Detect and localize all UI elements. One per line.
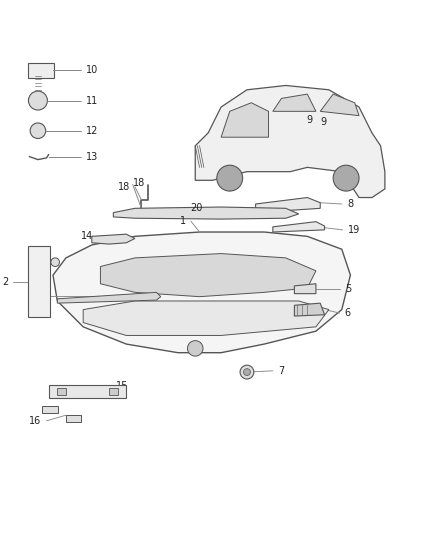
Circle shape bbox=[28, 91, 47, 110]
Circle shape bbox=[333, 165, 359, 191]
Text: 7: 7 bbox=[278, 366, 284, 376]
Polygon shape bbox=[195, 85, 385, 198]
Circle shape bbox=[51, 258, 60, 266]
Text: 18: 18 bbox=[117, 182, 130, 192]
Text: 1: 1 bbox=[180, 216, 186, 226]
Text: 2: 2 bbox=[2, 277, 8, 287]
Polygon shape bbox=[320, 94, 359, 116]
Circle shape bbox=[30, 123, 46, 139]
Polygon shape bbox=[92, 234, 135, 244]
Polygon shape bbox=[273, 222, 325, 232]
FancyBboxPatch shape bbox=[28, 63, 54, 78]
Text: 8: 8 bbox=[347, 199, 353, 209]
Circle shape bbox=[244, 369, 251, 376]
Polygon shape bbox=[53, 232, 350, 353]
FancyBboxPatch shape bbox=[42, 406, 58, 414]
Polygon shape bbox=[113, 207, 299, 219]
Text: 10: 10 bbox=[86, 66, 99, 75]
Text: 13: 13 bbox=[86, 151, 99, 161]
Polygon shape bbox=[294, 303, 325, 316]
Circle shape bbox=[240, 365, 254, 379]
Text: 4: 4 bbox=[35, 291, 41, 301]
FancyBboxPatch shape bbox=[57, 387, 67, 394]
Polygon shape bbox=[57, 293, 161, 303]
Polygon shape bbox=[49, 385, 126, 398]
Text: 11: 11 bbox=[86, 95, 99, 106]
Polygon shape bbox=[100, 254, 316, 297]
Text: 9: 9 bbox=[306, 115, 312, 125]
Polygon shape bbox=[221, 103, 268, 137]
FancyBboxPatch shape bbox=[109, 387, 118, 394]
Polygon shape bbox=[83, 301, 329, 335]
Polygon shape bbox=[256, 198, 320, 213]
Text: 12: 12 bbox=[86, 126, 99, 136]
Text: 18: 18 bbox=[133, 179, 145, 188]
FancyBboxPatch shape bbox=[66, 415, 81, 422]
Text: 20: 20 bbox=[191, 203, 203, 213]
Circle shape bbox=[187, 341, 203, 356]
FancyBboxPatch shape bbox=[28, 246, 49, 317]
Text: 9: 9 bbox=[320, 117, 326, 127]
Text: 15: 15 bbox=[117, 381, 129, 391]
Text: 19: 19 bbox=[348, 225, 360, 235]
Text: 16: 16 bbox=[29, 416, 41, 426]
Polygon shape bbox=[273, 94, 316, 111]
Text: 6: 6 bbox=[345, 308, 351, 318]
Text: 5: 5 bbox=[345, 284, 351, 294]
Text: 3: 3 bbox=[35, 252, 41, 262]
Circle shape bbox=[217, 165, 243, 191]
Polygon shape bbox=[294, 284, 316, 294]
Text: 14: 14 bbox=[81, 231, 93, 241]
